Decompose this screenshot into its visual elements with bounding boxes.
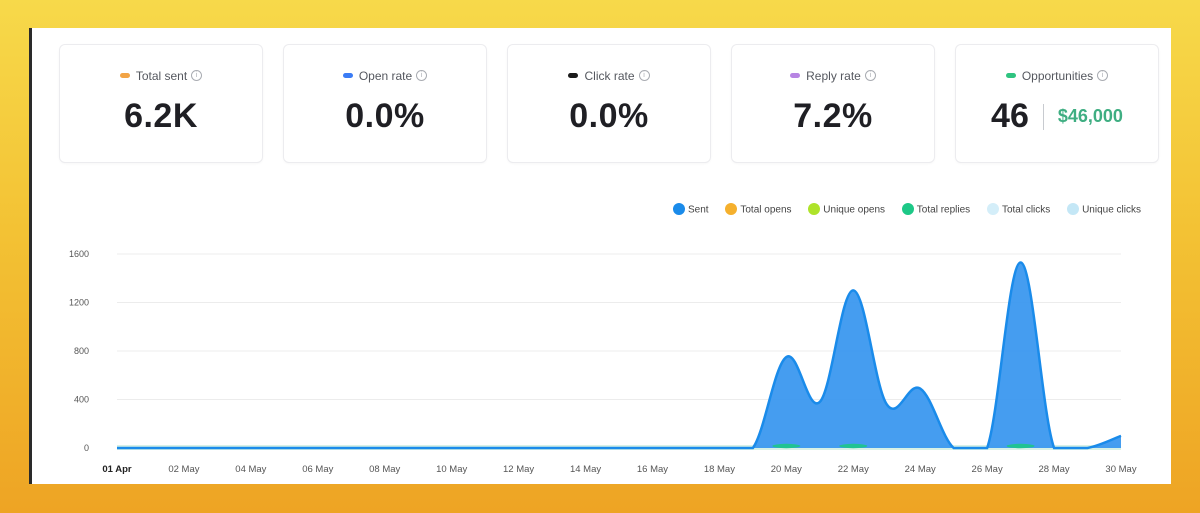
legend-item-unique-clicks[interactable]: Unique clicks: [1067, 203, 1141, 216]
card-value: 0.0%: [345, 97, 425, 135]
x-tick-label: 12 May: [503, 464, 534, 475]
legend-item-total-opens[interactable]: Total opens: [725, 203, 792, 216]
x-tick-label: 28 May: [1038, 464, 1069, 475]
open-rate-marker-icon: [342, 73, 353, 79]
card-value: 7.2%: [793, 97, 873, 135]
x-tick-label: 01 Apr: [102, 464, 132, 475]
opportunities-marker-icon: [1005, 73, 1016, 79]
card-total-sent: Total sent i 6.2K: [59, 44, 263, 163]
y-tick-label: 400: [74, 395, 89, 405]
panel-edge: [29, 28, 32, 484]
x-tick-label: 14 May: [570, 464, 601, 475]
x-tick-label: 02 May: [168, 464, 199, 475]
legend-dot-icon: [901, 203, 914, 215]
x-tick-label: 22 May: [838, 464, 869, 475]
x-tick-label: 08 May: [369, 464, 400, 475]
series-sent-line: [116, 261, 1122, 450]
opportunities-value: $46,000: [1057, 106, 1123, 126]
x-tick-label: 06 May: [302, 464, 333, 475]
card-label: Open rate: [358, 69, 413, 83]
info-icon[interactable]: i: [191, 70, 203, 82]
x-tick-label: 04 May: [235, 464, 266, 475]
x-tick-label: 10 May: [436, 464, 467, 475]
y-tick-label: 0: [84, 443, 89, 453]
card-click-rate: Click rate i 0.0%: [507, 44, 711, 163]
x-tick-label: 26 May: [972, 464, 1003, 475]
series-replies-mark: [1006, 443, 1035, 449]
card-label: Reply rate: [806, 69, 861, 83]
card-label: Opportunities: [1021, 69, 1094, 83]
click-rate-marker-icon: [568, 73, 579, 79]
x-tick-label: 18 May: [704, 464, 735, 475]
card-label: Click rate: [584, 69, 635, 83]
reply-rate-marker-icon: [790, 73, 801, 79]
card-open-rate: Open rate i 0.0%: [283, 44, 487, 163]
x-tick-label: 30 May: [1105, 464, 1136, 475]
info-icon[interactable]: i: [638, 70, 650, 82]
card-opportunities: Opportunities i 46 $46,000: [955, 44, 1159, 163]
opportunities-count: 46: [991, 97, 1029, 135]
card-value: 0.0%: [569, 97, 649, 135]
x-tick-label: 24 May: [905, 464, 936, 475]
legend-dot-icon: [986, 203, 999, 215]
x-tick-label: 16 May: [637, 464, 668, 475]
chart-legend: Sent Total opens Unique opens Total repl…: [659, 203, 1141, 216]
y-tick-label: 1600: [69, 249, 89, 259]
legend-item-sent[interactable]: Sent: [673, 203, 709, 216]
y-tick-label: 800: [74, 346, 89, 356]
legend-item-unique-opens[interactable]: Unique opens: [808, 203, 885, 216]
y-tick-label: 1200: [69, 298, 89, 308]
analytics-panel: Total sent i 6.2K Open rate i 0.0% Click r…: [29, 28, 1171, 484]
legend-dot-icon: [808, 203, 821, 215]
sent-chart: 1600 1200 800 400 0 01 Apr 02 May 04 May 06 May 0…: [69, 249, 1137, 475]
legend-dot-icon: [725, 203, 738, 215]
legend-dot-icon: [1067, 203, 1080, 215]
series-replies-mark: [772, 443, 801, 449]
series-replies-mark: [839, 443, 868, 449]
info-icon[interactable]: i: [864, 70, 876, 82]
series-sent-area: [117, 262, 1121, 448]
card-label: Total sent: [135, 69, 188, 83]
info-icon[interactable]: i: [416, 70, 428, 82]
total-sent-marker-icon: [119, 73, 130, 79]
legend-dot-icon: [673, 203, 685, 215]
card-reply-rate: Reply rate i 7.2%: [731, 44, 935, 163]
legend-item-total-clicks[interactable]: Total clicks: [986, 203, 1050, 216]
card-value: 6.2K: [124, 97, 198, 135]
divider: [1042, 103, 1044, 130]
legend-item-total-replies[interactable]: Total replies: [901, 203, 970, 216]
x-tick-label: 20 May: [771, 464, 802, 475]
info-icon[interactable]: i: [1097, 70, 1109, 82]
